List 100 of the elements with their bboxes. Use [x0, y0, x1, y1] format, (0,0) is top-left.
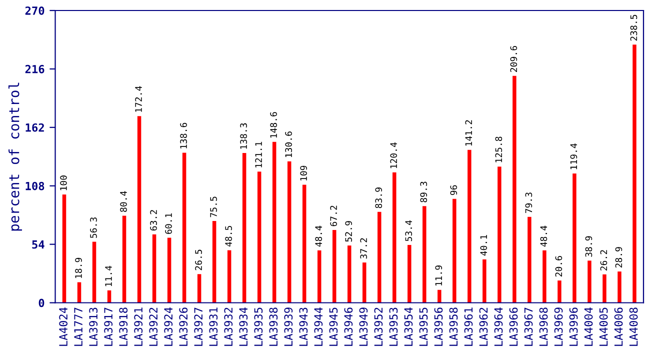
- data-label: 60.1: [165, 213, 172, 234]
- y-tick-label: 108: [26, 182, 44, 190]
- x-tick-label: LA3945: [329, 308, 338, 346]
- x-tick-label: LA3932: [224, 308, 233, 346]
- bar: [212, 221, 216, 303]
- x-tick-label: LA3917: [104, 308, 113, 346]
- data-label: 37.2: [360, 238, 368, 259]
- x-tick-label: LA3969: [554, 308, 563, 346]
- x-tick-label: LA3922: [149, 308, 158, 346]
- x-tick-label: LA3949: [359, 308, 368, 346]
- y-tick-label: 0: [38, 298, 44, 308]
- data-label: 56.3: [90, 218, 97, 238]
- x-tick-label: LA3918: [119, 308, 128, 346]
- bar: [317, 250, 322, 303]
- y-axis-title: percent of control: [8, 82, 22, 231]
- data-label: 138.3: [240, 123, 247, 149]
- x-tick-label: LA4004: [584, 307, 593, 346]
- data-label: 26.5: [195, 250, 202, 270]
- x-tick-label: LA4008: [629, 308, 638, 346]
- x-tick-label: LA4024: [59, 307, 68, 346]
- x-tick-label: LA3967: [524, 308, 533, 346]
- bar: [558, 280, 562, 303]
- x-tick-label: LA3953: [389, 308, 398, 346]
- x-tick-label: LA3968: [539, 308, 548, 346]
- data-label: 52.9: [345, 221, 352, 242]
- data-label: 28.9: [615, 247, 622, 268]
- x-tick-label: LA3946: [344, 308, 353, 346]
- bar: [362, 262, 366, 303]
- y-tick-label: 54: [32, 240, 44, 249]
- data-label: 109: [300, 166, 307, 180]
- bar: [392, 172, 396, 303]
- data-label: 121.1: [255, 142, 262, 168]
- x-tick-label: LA3927: [194, 308, 203, 346]
- data-label: 67.2: [330, 206, 338, 226]
- x-tick-label: LA1777: [74, 308, 82, 346]
- bar: [242, 153, 246, 303]
- data-label: 48.5: [225, 226, 232, 247]
- bar: [182, 152, 186, 303]
- bar: [272, 142, 276, 303]
- x-tick-label: LA3944: [314, 307, 323, 346]
- x-tick-label: LA3921: [134, 308, 143, 346]
- data-label: 75.5: [210, 196, 217, 218]
- x-tick-label: LA4005: [599, 308, 608, 346]
- bar: [498, 166, 502, 303]
- x-tick-label: LA3934: [239, 307, 248, 346]
- data-label: 119.4: [570, 144, 578, 170]
- y-tick-label: 162: [26, 123, 44, 132]
- bar: [302, 184, 306, 303]
- bar: [632, 44, 636, 303]
- x-tick-label: LA3958: [449, 308, 458, 346]
- bar: [122, 216, 126, 303]
- y-tick-label: 216: [25, 64, 44, 74]
- bar: [92, 242, 96, 303]
- bar: [422, 206, 426, 303]
- x-tick-label: LA3943: [299, 308, 308, 346]
- x-tick-label: LA4006: [614, 308, 623, 346]
- bar: [62, 194, 66, 303]
- x-tick-label: LA3996: [569, 308, 578, 346]
- bar: [542, 250, 546, 303]
- y-tick-label: 270: [25, 6, 44, 15]
- bar: [332, 230, 336, 303]
- x-tick-label: LA3955: [419, 308, 428, 346]
- data-label: 120.4: [390, 142, 398, 168]
- bar: [602, 274, 606, 303]
- x-tick-label: LA3962: [479, 308, 488, 346]
- bar: [197, 274, 202, 303]
- bar: [618, 271, 622, 303]
- x-tick-label: LA3954: [404, 307, 413, 346]
- bar: [378, 212, 382, 303]
- x-tick-label: LA3913: [89, 308, 98, 346]
- data-label: 83.9: [375, 188, 382, 208]
- x-tick-label: LA3939: [284, 308, 293, 346]
- bar: [482, 259, 486, 303]
- data-label: 79.3: [525, 192, 532, 214]
- data-label: 141.2: [465, 120, 472, 146]
- data-label: 38.9: [585, 236, 592, 257]
- data-label: 20.6: [555, 256, 562, 277]
- x-tick-label: LA3938: [269, 308, 278, 346]
- data-label: 48.4: [315, 226, 322, 247]
- data-label: 96: [450, 185, 458, 196]
- bar: [452, 198, 456, 303]
- x-tick-label: LA3926: [179, 308, 188, 346]
- bar: [468, 150, 472, 303]
- bar: [257, 172, 262, 303]
- bar: [572, 174, 576, 303]
- x-tick-label: LA3952: [374, 308, 383, 346]
- bar: [408, 244, 412, 303]
- x-tick-label: LA3964: [494, 307, 503, 346]
- bar: [137, 116, 142, 303]
- bar: [167, 238, 172, 303]
- data-label: 11.9: [435, 265, 442, 286]
- data-label: 209.6: [510, 46, 518, 72]
- data-label: 100: [60, 176, 67, 190]
- data-label: 11.4: [105, 266, 112, 286]
- data-label: 138.6: [180, 122, 187, 148]
- x-tick-label: LA3966: [509, 308, 518, 346]
- data-label: 63.2: [150, 210, 157, 231]
- data-label: 53.4: [405, 220, 412, 242]
- data-label: 80.4: [120, 191, 127, 212]
- x-tick-label: LA3956: [434, 308, 443, 346]
